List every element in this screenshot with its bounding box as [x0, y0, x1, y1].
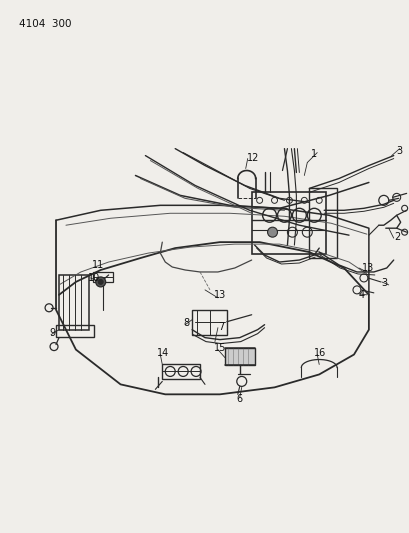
Text: 10: 10 — [88, 273, 100, 283]
Text: 11: 11 — [92, 260, 104, 270]
Circle shape — [98, 279, 103, 285]
Bar — [59, 275, 89, 330]
Text: 7: 7 — [217, 322, 224, 332]
Circle shape — [267, 227, 277, 237]
Bar — [162, 365, 200, 379]
Bar — [308, 188, 336, 258]
Bar — [92, 272, 112, 282]
Bar — [251, 192, 326, 254]
Bar — [192, 310, 226, 335]
Text: 6: 6 — [236, 394, 242, 405]
Bar — [224, 348, 254, 366]
Text: 9: 9 — [49, 328, 55, 338]
Text: 8: 8 — [183, 318, 189, 328]
Bar — [56, 325, 94, 337]
Text: 3: 3 — [396, 146, 402, 156]
Text: 2: 2 — [394, 232, 400, 242]
Text: 4: 4 — [358, 290, 364, 300]
Text: 14: 14 — [157, 348, 169, 358]
Text: 13: 13 — [213, 290, 226, 300]
Circle shape — [96, 277, 106, 287]
Text: 3: 3 — [381, 278, 387, 288]
Text: 15: 15 — [213, 343, 226, 353]
Text: 16: 16 — [313, 348, 326, 358]
Text: 12: 12 — [246, 152, 258, 163]
Text: 4104  300: 4104 300 — [19, 19, 72, 29]
Text: 13: 13 — [361, 263, 373, 273]
Text: 1: 1 — [310, 149, 317, 159]
